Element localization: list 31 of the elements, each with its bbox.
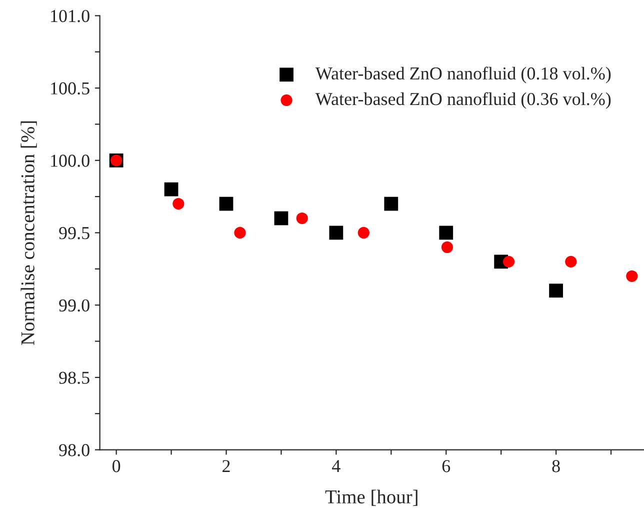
y-tick-label: 101.0 <box>51 10 90 22</box>
point <box>502 256 515 268</box>
y-tick-label: 98.5 <box>59 372 90 384</box>
x-tick-label: 8 <box>552 460 560 472</box>
y-tick-label: 99.0 <box>59 299 90 312</box>
x-axis-title: Time [hour] <box>325 490 418 506</box>
point <box>565 256 577 268</box>
point <box>384 196 398 211</box>
point <box>626 270 638 282</box>
point <box>358 226 370 239</box>
y-tick-label: 100.0 <box>51 154 90 167</box>
y-tick-label: 100.5 <box>51 82 90 95</box>
point <box>296 212 308 224</box>
y-tick-label: 98.0 <box>59 444 90 456</box>
legend-label: Water-based ZnO nanofluid (0.36 vol.%) <box>315 92 611 109</box>
point <box>172 198 184 210</box>
point <box>274 211 288 226</box>
x-tick-label: 6 <box>442 460 450 472</box>
point <box>164 182 178 196</box>
point <box>329 226 344 240</box>
point <box>439 226 454 240</box>
point <box>234 226 246 239</box>
legend-label: Water-based ZnO nanofluid (0.18 vol.%) <box>315 66 611 84</box>
point <box>549 284 563 298</box>
x-tick-label: 0 <box>112 460 120 472</box>
x-tick-label: 4 <box>332 460 340 472</box>
y-axis-title: Normalise concentration [%] <box>20 121 37 346</box>
point <box>441 241 454 254</box>
y-tick-label: 99.5 <box>59 227 90 240</box>
x-tick-label: 2 <box>222 460 230 472</box>
point <box>219 196 234 211</box>
